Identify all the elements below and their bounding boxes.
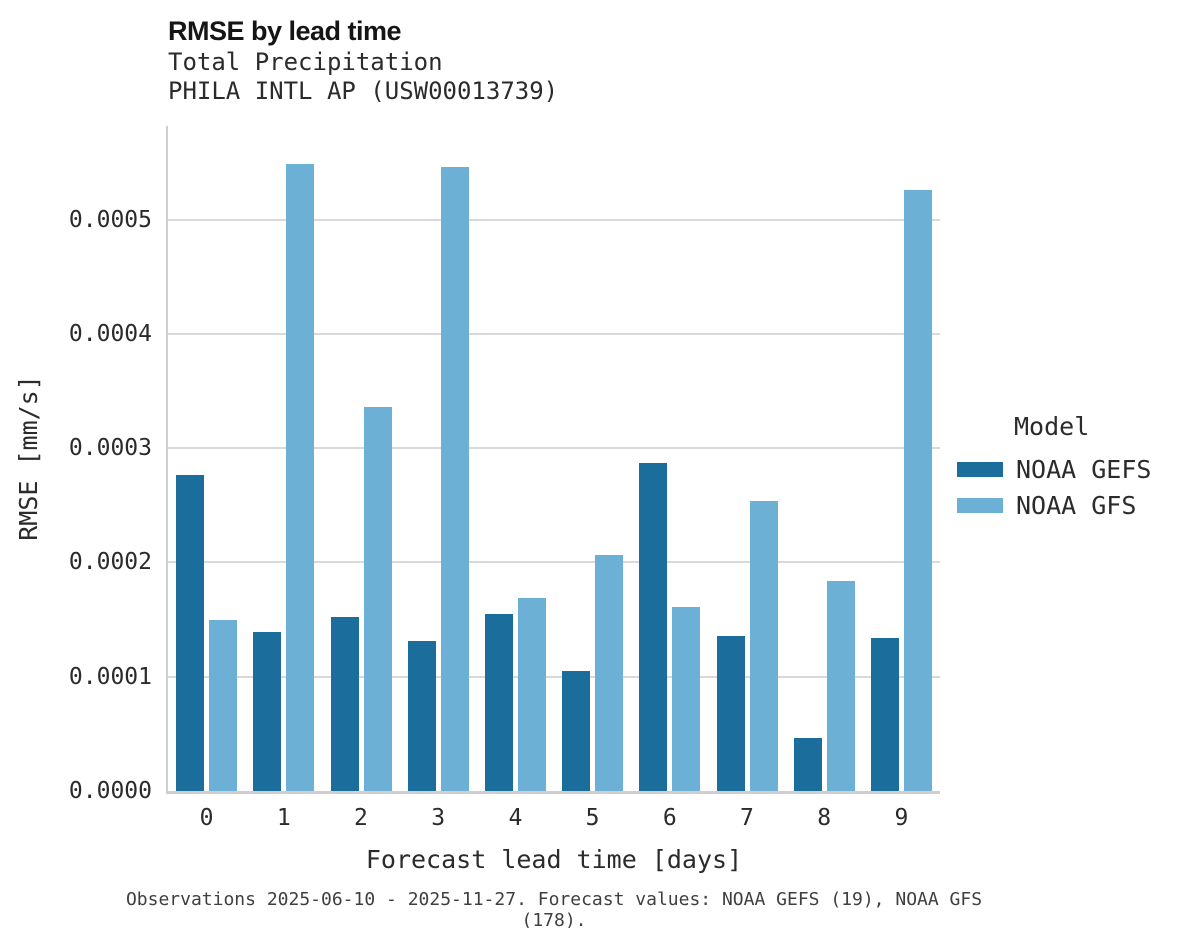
legend: Model NOAA GEFS NOAA GFS: [950, 412, 1178, 523]
legend-items: NOAA GEFS NOAA GFS: [950, 451, 1178, 523]
bar-noaa-gefs-lead-0: [176, 474, 205, 791]
x-axis-line: [166, 791, 940, 794]
x-tick-label-4: 4: [508, 805, 523, 831]
gridline: [168, 675, 940, 678]
x-tick-label-8: 8: [817, 805, 832, 831]
y-tick-label-0.0002: 0.0002: [68, 549, 152, 576]
bar-noaa-gfs-lead-6: [672, 607, 701, 791]
gridline: [168, 561, 940, 564]
x-tick-label-1: 1: [276, 805, 291, 831]
x-tick-label-2: 2: [354, 805, 368, 831]
bar-noaa-gefs-lead-8: [793, 738, 822, 791]
bar-noaa-gefs-lead-9: [870, 637, 899, 791]
x-axis-title: Forecast lead time [days]: [365, 845, 743, 874]
bar-noaa-gefs-lead-6: [639, 463, 668, 791]
x-tick-label-6: 6: [662, 805, 677, 831]
legend-swatch-noaa-gefs: [957, 461, 1003, 477]
y-tick-label-0.0001: 0.0001: [68, 663, 152, 690]
bar-noaa-gfs-lead-7: [749, 500, 778, 791]
gridline: [168, 447, 940, 450]
y-tick-label-0.0004: 0.0004: [68, 320, 152, 347]
bar-noaa-gefs-lead-1: [253, 632, 282, 791]
bar-noaa-gefs-lead-2: [330, 617, 359, 791]
legend-label-noaa-gfs: NOAA GFS: [1016, 490, 1137, 520]
bar-noaa-gfs-lead-2: [363, 407, 392, 791]
bar-noaa-gfs-lead-1: [286, 163, 315, 791]
legend-label-noaa-gefs: NOAA GEFS: [1016, 454, 1152, 484]
bar-noaa-gfs-lead-3: [440, 167, 469, 791]
y-tick-label-0.0000: 0.0000: [68, 778, 152, 804]
bar-noaa-gefs-lead-7: [716, 635, 745, 791]
chart-title: RMSE by lead time: [168, 16, 402, 46]
x-tick-label-9: 9: [894, 805, 909, 831]
bar-noaa-gefs-lead-5: [562, 671, 591, 791]
legend-item-noaa-gefs: NOAA GEFS: [950, 451, 1178, 487]
x-tick-label-3: 3: [431, 805, 446, 831]
plot-area: [168, 126, 940, 791]
bar-noaa-gfs-lead-9: [903, 190, 932, 791]
title-block: RMSE by lead time Total Precipitation PH…: [168, 14, 558, 106]
legend-swatch-noaa-gfs: [957, 497, 1003, 513]
x-tick-label-0: 0: [199, 805, 214, 831]
bar-noaa-gefs-lead-4: [484, 613, 513, 791]
bar-noaa-gfs-lead-0: [209, 619, 238, 791]
x-tick-label-7: 7: [740, 805, 754, 831]
chart-subtitle-station: PHILA INTL AP (USW00013739): [168, 77, 559, 105]
y-tick-label-0.0005: 0.0005: [68, 206, 152, 233]
legend-title: Model: [1014, 412, 1090, 441]
y-axis-line: [166, 126, 168, 794]
bar-noaa-gfs-lead-8: [826, 580, 855, 791]
x-tick-label-5: 5: [585, 805, 600, 831]
gridline: [168, 218, 940, 221]
chart-subtitle-variable: Total Precipitation: [168, 48, 443, 76]
caption: Observations 2025-06-10 - 2025-11-27. Fo…: [125, 889, 983, 928]
bar-noaa-gfs-lead-4: [517, 597, 546, 791]
legend-item-noaa-gfs: NOAA GFS: [950, 487, 1178, 523]
gridline: [168, 332, 940, 335]
y-tick-label-0.0003: 0.0003: [68, 435, 152, 462]
bar-noaa-gfs-lead-5: [595, 554, 624, 791]
bar-noaa-gefs-lead-3: [407, 641, 436, 791]
